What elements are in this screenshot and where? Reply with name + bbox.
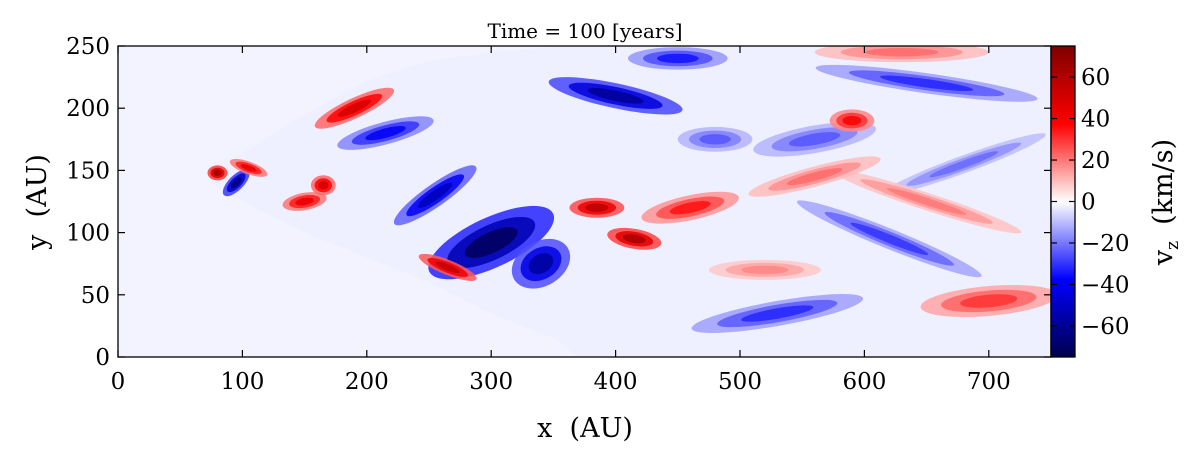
heatmap-cell: [880, 75, 974, 92]
svg-text:vz(km/s): vz (km/s): [1148, 139, 1183, 266]
heatmap-feature: [511, 238, 571, 289]
x-axis-ticks: 0 100 200 300 400 500 600 700: [111, 46, 1011, 395]
colorbar-label: vz (km/s): [1148, 139, 1183, 266]
heatmap-feature: [428, 205, 555, 280]
heatmap-feature: [418, 253, 477, 281]
colorbar-ticks: −60 −40 −20 0 20 40 60: [1051, 65, 1130, 340]
heatmap-layer: [207, 46, 1051, 357]
heatmap-cell: [622, 234, 646, 244]
colorbar-tick-label: 0: [1081, 190, 1096, 216]
heatmap-feature: [814, 46, 989, 63]
heatmap-cell: [587, 87, 644, 104]
heatmap-feature: [207, 165, 228, 181]
heatmap-feature: [829, 109, 875, 132]
heatmap-cell: [786, 168, 843, 186]
heatmap-cell: [337, 99, 372, 117]
heatmap-cell: [528, 253, 554, 275]
heatmap-cell: [213, 169, 222, 176]
y-tick-label: 200: [66, 96, 110, 122]
x-tick-label: 200: [345, 369, 389, 395]
y-tick-label: 0: [95, 345, 110, 371]
colorbar-label-unit: (km/s): [1148, 139, 1179, 225]
x-tick-label: 0: [111, 369, 126, 395]
heatmap-feature: [282, 192, 327, 211]
heatmap-cell: [886, 188, 967, 215]
y-axis-ticks: 0 50 100 150 200 250: [66, 34, 1051, 371]
heatmap-cell: [318, 181, 329, 190]
heatmap-cell: [435, 261, 460, 274]
heatmap-feature: [393, 165, 477, 226]
heatmap-cell: [464, 227, 518, 258]
heatmap-feature: [310, 175, 336, 196]
x-tick-label: 400: [594, 369, 638, 395]
heatmap-cell: [417, 182, 453, 208]
heatmap-cell: [230, 177, 242, 189]
heatmap-cell: [929, 151, 999, 178]
y-tick-label: 250: [66, 34, 110, 60]
heatmap-feature: [229, 158, 268, 177]
heatmap-feature: [628, 47, 728, 70]
y-tick-label: 50: [81, 283, 110, 309]
heatmap-feature: [920, 285, 1051, 317]
colorbar-tick-label: 40: [1081, 107, 1110, 133]
x-tick-label: 100: [220, 369, 264, 395]
heatmap-cell: [295, 197, 314, 206]
heatmap-cell: [842, 115, 862, 126]
heatmap-feature: [607, 227, 662, 250]
heatmap-feature: [677, 126, 753, 152]
y-tick-label: 150: [66, 158, 110, 184]
heatmap-cell: [741, 305, 814, 322]
x-tick-label: 500: [718, 369, 762, 395]
heatmap-cell: [585, 203, 609, 212]
heatmap-feature: [881, 133, 1046, 196]
heatmap-feature: [815, 64, 1038, 102]
x-tick-label: 600: [842, 369, 886, 395]
heatmap-cell: [240, 164, 257, 172]
heatmap-feature: [569, 197, 625, 218]
x-tick-label: 300: [469, 369, 513, 395]
heatmap-cell: [669, 201, 711, 215]
heatmap-feature: [748, 156, 881, 197]
chart-title: Time = 100 [years]: [487, 19, 682, 43]
heatmap-feature: [641, 191, 739, 224]
heatmap-feature: [831, 169, 1022, 234]
colorbar-tick-label: −60: [1081, 314, 1130, 340]
heatmap-cell: [960, 294, 1018, 308]
colorbar-label-main: v: [1148, 249, 1179, 266]
x-tick-label: 700: [967, 369, 1011, 395]
colorbar-tick-label: −40: [1081, 272, 1130, 298]
y-axis-label: y (AU): [22, 154, 53, 251]
colorbar-tick-label: 20: [1081, 148, 1110, 174]
heatmap-cell: [656, 53, 699, 64]
heatmap-feature: [337, 116, 434, 150]
heatmap-feature: [796, 200, 982, 278]
heatmap-feature: [708, 259, 821, 280]
heatmap-feature: [691, 294, 864, 333]
heatmap-cell: [365, 126, 406, 141]
colorbar-tick-label: −20: [1081, 231, 1130, 257]
heatmap-feature: [548, 77, 683, 115]
heatmap-feature: [222, 169, 250, 197]
heatmap-cell: [699, 134, 731, 145]
heatmap-feature: [314, 87, 395, 129]
y-tick-label: 100: [66, 221, 110, 247]
heatmap-cell: [850, 222, 929, 255]
x-axis-label: x (AU): [537, 413, 633, 444]
colorbar-label-sub: z: [1163, 241, 1183, 250]
heatmap-cell: [865, 48, 939, 57]
heatmap-cell: [788, 132, 841, 147]
heatmap-cell: [741, 265, 789, 275]
colorbar-tick-label: 60: [1081, 65, 1110, 91]
